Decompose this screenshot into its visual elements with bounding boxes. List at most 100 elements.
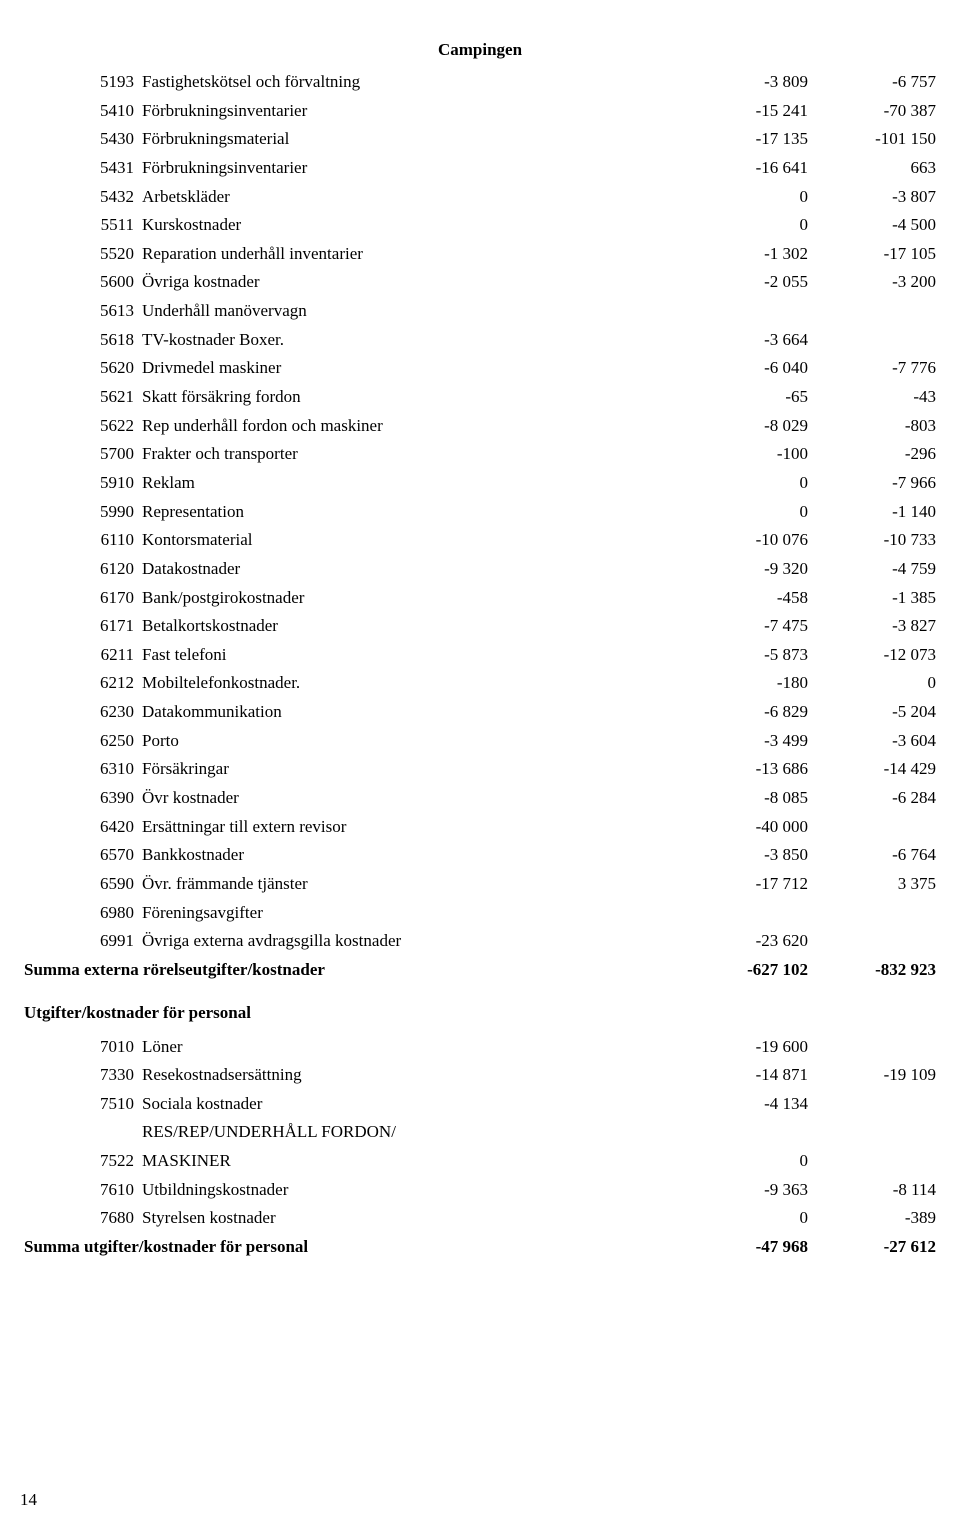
row-code: 5618 bbox=[20, 326, 138, 355]
row-val2 bbox=[812, 297, 940, 326]
row-code: 5613 bbox=[20, 297, 138, 326]
row-desc: Övr kostnader bbox=[138, 784, 684, 813]
table-row: 7010Löner-19 600 bbox=[20, 1033, 940, 1062]
row-code: 6110 bbox=[20, 526, 138, 555]
row-val2: -6 757 bbox=[812, 68, 940, 97]
row-val1 bbox=[684, 297, 812, 326]
row-val2: -12 073 bbox=[812, 641, 940, 670]
row-val1: -6 829 bbox=[684, 698, 812, 727]
table-row: 6110Kontorsmaterial-10 076-10 733 bbox=[20, 526, 940, 555]
table-row: 5910Reklam0-7 966 bbox=[20, 469, 940, 498]
row-val1: -10 076 bbox=[684, 526, 812, 555]
row-val1: -15 241 bbox=[684, 97, 812, 126]
summary-1: Summa externa rörelseutgifter/kostnader … bbox=[20, 956, 940, 985]
row-val2 bbox=[812, 1090, 940, 1119]
row-val2: -3 604 bbox=[812, 727, 940, 756]
table-row: 5511Kurskostnader0-4 500 bbox=[20, 211, 940, 240]
row-code: 6590 bbox=[20, 870, 138, 899]
table-row: 6991Övriga externa avdragsgilla kostnade… bbox=[20, 927, 940, 956]
row-val2 bbox=[812, 927, 940, 956]
page-number: 14 bbox=[20, 1490, 37, 1510]
summary-row-1: Summa externa rörelseutgifter/kostnader … bbox=[20, 956, 940, 985]
row-val2: -3 807 bbox=[812, 183, 940, 212]
row-val2: -803 bbox=[812, 412, 940, 441]
table-row: 5432Arbetskläder0-3 807 bbox=[20, 183, 940, 212]
row-code: 6980 bbox=[20, 899, 138, 928]
row-desc: Resekostnadsersättning bbox=[138, 1061, 684, 1090]
row-val1: -65 bbox=[684, 383, 812, 412]
row-code: 5620 bbox=[20, 354, 138, 383]
row-val1: -8 085 bbox=[684, 784, 812, 813]
row-val2: -10 733 bbox=[812, 526, 940, 555]
row-desc: Rep underhåll fordon och maskiner bbox=[138, 412, 684, 441]
table-row: 7522MASKINER0 bbox=[20, 1147, 940, 1176]
row-val2: -7 966 bbox=[812, 469, 940, 498]
table-row: RES/REP/UNDERHÅLL FORDON/ bbox=[20, 1118, 940, 1147]
row-val1: -3 809 bbox=[684, 68, 812, 97]
table-row: 6590Övr. främmande tjänster-17 7123 375 bbox=[20, 870, 940, 899]
row-val2: -3 827 bbox=[812, 612, 940, 641]
row-val2 bbox=[812, 813, 940, 842]
row-val1: -9 320 bbox=[684, 555, 812, 584]
row-code: 5520 bbox=[20, 240, 138, 269]
row-code: 5410 bbox=[20, 97, 138, 126]
row-desc: Datakommunikation bbox=[138, 698, 684, 727]
row-code: 6170 bbox=[20, 584, 138, 613]
cost-table-1: 5193Fastighetskötsel och förvaltning-3 8… bbox=[20, 68, 940, 956]
table-row: 7330Resekostnadsersättning-14 871-19 109 bbox=[20, 1061, 940, 1090]
summary-val2: -27 612 bbox=[812, 1233, 940, 1262]
row-val1: 0 bbox=[684, 469, 812, 498]
row-code: 6212 bbox=[20, 669, 138, 698]
row-val1: -17 712 bbox=[684, 870, 812, 899]
row-desc: Datakostnader bbox=[138, 555, 684, 584]
table-row: 6390Övr kostnader-8 085-6 284 bbox=[20, 784, 940, 813]
row-val1: 0 bbox=[684, 498, 812, 527]
row-val2: -5 204 bbox=[812, 698, 940, 727]
row-desc: Skatt försäkring fordon bbox=[138, 383, 684, 412]
row-code: 5193 bbox=[20, 68, 138, 97]
row-desc: Arbetskläder bbox=[138, 183, 684, 212]
row-code: 5511 bbox=[20, 211, 138, 240]
table-row: 7610Utbildningskostnader-9 363-8 114 bbox=[20, 1176, 940, 1205]
row-val1: -17 135 bbox=[684, 125, 812, 154]
row-code: 7680 bbox=[20, 1204, 138, 1233]
row-val1: -180 bbox=[684, 669, 812, 698]
row-desc: Förbrukningsinventarier bbox=[138, 97, 684, 126]
row-val2: -389 bbox=[812, 1204, 940, 1233]
table-row: 5620Drivmedel maskiner-6 040-7 776 bbox=[20, 354, 940, 383]
row-val1: -5 873 bbox=[684, 641, 812, 670]
summary-2: Summa utgifter/kostnader för personal -4… bbox=[20, 1233, 940, 1262]
row-desc: Bankkostnader bbox=[138, 841, 684, 870]
table-row: 5520Reparation underhåll inventarier-1 3… bbox=[20, 240, 940, 269]
row-code: 6120 bbox=[20, 555, 138, 584]
row-val2: -17 105 bbox=[812, 240, 940, 269]
table-row: 5613Underhåll manövervagn bbox=[20, 297, 940, 326]
row-val2 bbox=[812, 326, 940, 355]
row-desc: Utbildningskostnader bbox=[138, 1176, 684, 1205]
table-row: 6170Bank/postgirokostnader-458-1 385 bbox=[20, 584, 940, 613]
row-desc: Föreningsavgifter bbox=[138, 899, 684, 928]
table-row: 6212Mobiltelefonkostnader.-1800 bbox=[20, 669, 940, 698]
row-code: 6250 bbox=[20, 727, 138, 756]
table-row: 7680Styrelsen kostnader0-389 bbox=[20, 1204, 940, 1233]
row-desc: Betalkortskostnader bbox=[138, 612, 684, 641]
row-val2: 0 bbox=[812, 669, 940, 698]
row-desc: Övriga externa avdragsgilla kostnader bbox=[138, 927, 684, 956]
table-row: 7510Sociala kostnader-4 134 bbox=[20, 1090, 940, 1119]
row-desc: Underhåll manövervagn bbox=[138, 297, 684, 326]
row-code: 7330 bbox=[20, 1061, 138, 1090]
row-val1: 0 bbox=[684, 183, 812, 212]
row-val1: -1 302 bbox=[684, 240, 812, 269]
row-desc: Styrelsen kostnader bbox=[138, 1204, 684, 1233]
table-row: 6310Försäkringar-13 686-14 429 bbox=[20, 755, 940, 784]
row-val2 bbox=[812, 1033, 940, 1062]
row-code: 7010 bbox=[20, 1033, 138, 1062]
table-row: 6120Datakostnader-9 320-4 759 bbox=[20, 555, 940, 584]
row-val2: -70 387 bbox=[812, 97, 940, 126]
row-val1: -3 499 bbox=[684, 727, 812, 756]
table-row: 6211Fast telefoni-5 873-12 073 bbox=[20, 641, 940, 670]
table-row: 5622Rep underhåll fordon och maskiner-8 … bbox=[20, 412, 940, 441]
row-val2: -8 114 bbox=[812, 1176, 940, 1205]
row-code: 6420 bbox=[20, 813, 138, 842]
row-code: 5700 bbox=[20, 440, 138, 469]
